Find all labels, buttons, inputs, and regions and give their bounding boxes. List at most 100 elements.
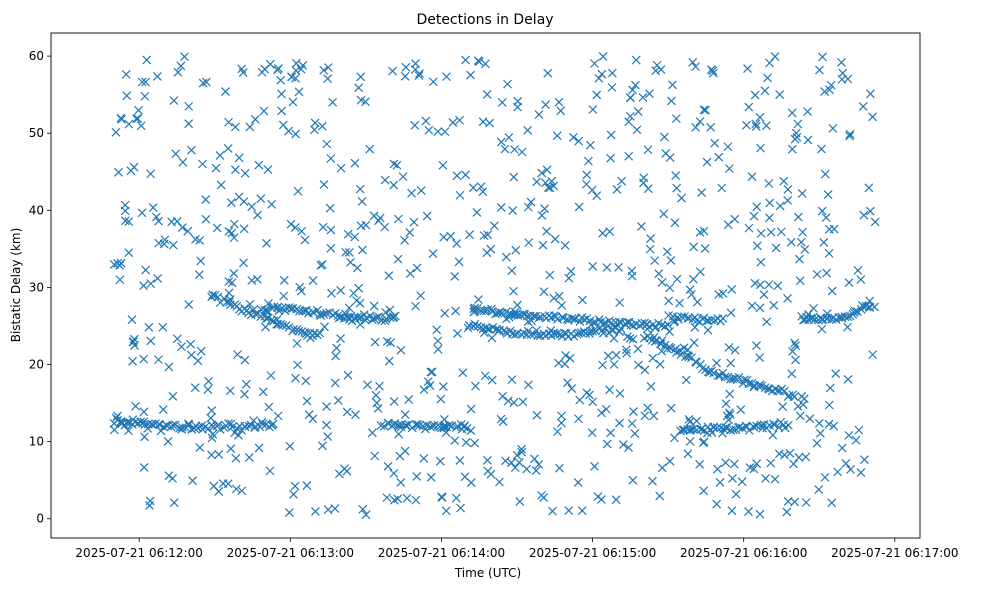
data-point	[474, 57, 484, 67]
data-point	[691, 122, 701, 132]
x-tick-label: 2025-07-21 06:14:00	[378, 546, 505, 560]
data-point	[478, 187, 488, 197]
data-point	[745, 463, 755, 472]
data-point	[341, 309, 351, 319]
data-point	[515, 497, 525, 506]
data-point	[703, 316, 713, 326]
data-point	[428, 249, 438, 259]
data-point	[574, 328, 584, 338]
data-point	[227, 228, 237, 238]
data-point	[714, 152, 724, 162]
data-point	[233, 350, 242, 359]
data-point	[214, 420, 223, 430]
data-point	[438, 382, 448, 392]
data-point	[581, 328, 591, 338]
data-point	[433, 344, 443, 354]
data-point	[755, 353, 765, 363]
data-point	[201, 77, 211, 87]
data-point	[720, 372, 730, 382]
data-point	[129, 334, 139, 344]
data-point	[827, 286, 837, 296]
data-point	[775, 90, 785, 99]
data-point	[425, 381, 435, 390]
data-point	[615, 327, 624, 337]
data-point	[765, 198, 775, 208]
y-tick-label: 30	[29, 280, 44, 294]
data-point	[215, 151, 225, 160]
data-point	[756, 257, 766, 267]
data-point	[229, 219, 239, 229]
data-point	[808, 313, 818, 322]
data-point	[479, 328, 489, 338]
data-point	[843, 322, 852, 332]
data-point	[744, 223, 754, 233]
data-point	[557, 411, 566, 421]
data-point	[870, 302, 879, 312]
data-point	[523, 317, 533, 327]
data-point	[545, 270, 555, 280]
data-point	[439, 414, 449, 424]
data-point	[844, 278, 854, 287]
data-point	[160, 235, 170, 245]
data-point	[672, 274, 682, 284]
data-point	[376, 421, 386, 431]
data-point	[441, 428, 451, 437]
data-point	[139, 354, 149, 364]
data-point	[756, 143, 765, 153]
data-point	[731, 489, 741, 499]
data-point	[829, 421, 839, 431]
data-point	[152, 71, 162, 81]
data-point	[269, 302, 279, 312]
data-point	[514, 458, 524, 467]
data-point	[825, 383, 835, 393]
data-point	[744, 507, 753, 517]
data-point	[564, 273, 574, 283]
data-point	[534, 459, 544, 469]
data-point	[400, 410, 410, 419]
data-point	[168, 391, 178, 401]
data-point	[776, 227, 786, 237]
data-point	[375, 381, 384, 391]
data-point	[724, 415, 734, 425]
data-point	[153, 274, 163, 283]
data-point	[354, 283, 364, 293]
data-point	[794, 453, 804, 462]
data-point	[755, 112, 765, 122]
data-point	[531, 466, 541, 475]
data-point	[122, 91, 132, 101]
data-point	[184, 420, 194, 430]
data-point	[769, 420, 779, 430]
data-point	[859, 210, 869, 220]
data-point	[195, 443, 205, 452]
data-point	[224, 277, 234, 286]
data-point	[213, 292, 223, 302]
data-point	[783, 195, 793, 205]
data-point	[331, 351, 341, 361]
data-point	[643, 403, 653, 413]
data-point	[627, 419, 637, 428]
y-tick-label: 0	[36, 512, 44, 526]
data-point	[837, 443, 847, 453]
data-point	[131, 401, 141, 411]
data-point	[124, 426, 133, 436]
y-axis-label: Bistatic Delay (km)	[9, 228, 23, 343]
data-point	[389, 312, 399, 322]
data-point	[184, 419, 193, 429]
data-point	[789, 392, 799, 402]
data-point	[225, 386, 235, 396]
data-point	[555, 463, 564, 473]
data-point	[744, 102, 754, 112]
data-point	[261, 314, 271, 323]
data-point	[450, 272, 460, 281]
data-point	[582, 388, 592, 398]
data-point	[198, 78, 208, 88]
data-point	[154, 216, 163, 226]
data-point	[212, 223, 222, 233]
data-point	[708, 68, 718, 78]
data-point	[554, 291, 564, 301]
data-point	[318, 222, 328, 232]
data-point	[749, 422, 759, 432]
data-point	[367, 315, 377, 324]
data-point	[128, 356, 138, 366]
data-point	[567, 314, 577, 323]
